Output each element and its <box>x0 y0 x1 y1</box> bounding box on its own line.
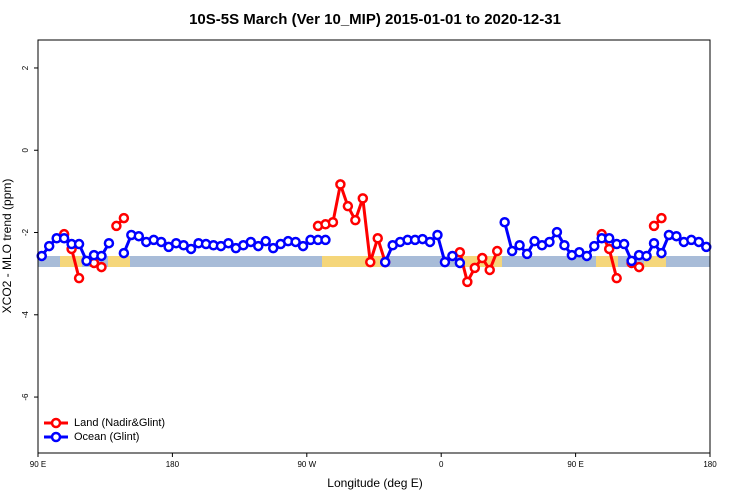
chart-title: 10S-5S March (Ver 10_MIP) 2015-01-01 to … <box>189 11 561 28</box>
data-point <box>491 245 503 257</box>
data-point <box>58 233 70 244</box>
x-tick-label: 180 <box>703 460 717 469</box>
x-tick-label: 180 <box>166 460 180 469</box>
x-axis-label: Longitude (deg E) <box>327 476 422 490</box>
data-point <box>551 226 563 238</box>
data-point <box>626 255 637 267</box>
y-tick-label: 2 <box>21 65 30 70</box>
data-point <box>641 250 652 262</box>
data-point <box>633 261 645 273</box>
data-point <box>335 179 346 190</box>
data-point <box>350 214 361 226</box>
data-point <box>365 256 376 268</box>
data-point <box>611 272 622 284</box>
x-tick-label: 90 E <box>567 460 583 469</box>
data-point <box>648 237 660 249</box>
data-point <box>185 243 197 255</box>
data-point <box>73 272 85 284</box>
data-point <box>267 242 279 254</box>
data-point <box>671 230 682 242</box>
data-point <box>424 236 436 248</box>
x-tick-label: 90 E <box>30 460 46 469</box>
data-point <box>648 220 660 232</box>
data-point <box>43 240 55 252</box>
data-point <box>603 243 615 255</box>
data-point <box>469 262 481 274</box>
data-point <box>701 241 712 253</box>
data-point <box>111 220 122 232</box>
data-point <box>484 264 495 276</box>
data-point <box>223 237 234 249</box>
data-point <box>96 250 107 262</box>
legend-swatch-point <box>50 431 62 443</box>
data-point <box>103 237 115 249</box>
data-point <box>118 212 130 224</box>
data-point <box>589 240 600 252</box>
y-tick-label: 0 <box>21 147 30 152</box>
data-point <box>529 235 540 247</box>
y-tick-label: -6 <box>21 393 30 401</box>
data-point <box>379 256 391 268</box>
plot-frame <box>37 39 711 454</box>
data-point <box>372 233 383 244</box>
data-point <box>506 245 518 257</box>
y-axis-label: XCO2 - MLO trend (ppm) <box>0 179 14 314</box>
data-point <box>327 216 339 228</box>
data-point <box>439 256 451 268</box>
data-point <box>656 247 667 259</box>
land-patch <box>322 256 382 267</box>
data-point <box>618 238 630 250</box>
y-tick-label: -2 <box>21 228 30 236</box>
data-point <box>603 233 615 244</box>
data-point <box>477 252 488 264</box>
data-point <box>447 250 458 262</box>
data-point <box>36 250 47 262</box>
y-tick-label: -4 <box>21 311 30 319</box>
data-point <box>432 229 443 241</box>
data-point <box>155 236 167 248</box>
data-point <box>118 247 130 259</box>
data-point <box>693 236 705 248</box>
data-point <box>297 240 309 252</box>
land-patch <box>60 256 82 267</box>
legend: Land (Nadir&Glint) Ocean (Glint) <box>44 417 165 443</box>
data-point <box>96 261 107 273</box>
data-point <box>462 276 473 288</box>
data-point <box>133 230 145 242</box>
data-point <box>544 236 555 248</box>
data-point <box>290 236 301 248</box>
data-point <box>245 236 257 248</box>
plot-area <box>36 178 712 288</box>
legend-label: Ocean (Glint) <box>74 431 139 443</box>
data-point <box>81 255 92 267</box>
data-point <box>559 240 570 251</box>
x-tick-label: 90 W <box>297 460 316 469</box>
data-point <box>454 257 466 269</box>
data-point <box>581 250 593 262</box>
land-patch <box>596 256 618 267</box>
land-patch <box>108 256 130 267</box>
data-point <box>499 216 510 228</box>
x-tick-label: 0 <box>439 460 444 469</box>
data-point <box>357 193 369 204</box>
data-point <box>253 240 264 252</box>
data-point <box>320 234 331 246</box>
data-point <box>514 240 525 251</box>
legend-label: Land (Nadir&Glint) <box>74 417 165 429</box>
legend-swatch-point <box>50 417 62 429</box>
data-point <box>521 248 533 260</box>
data-point <box>260 235 271 247</box>
land-patch <box>644 256 666 267</box>
data-point <box>73 238 85 250</box>
data-point <box>656 212 667 224</box>
data-point <box>342 200 354 212</box>
